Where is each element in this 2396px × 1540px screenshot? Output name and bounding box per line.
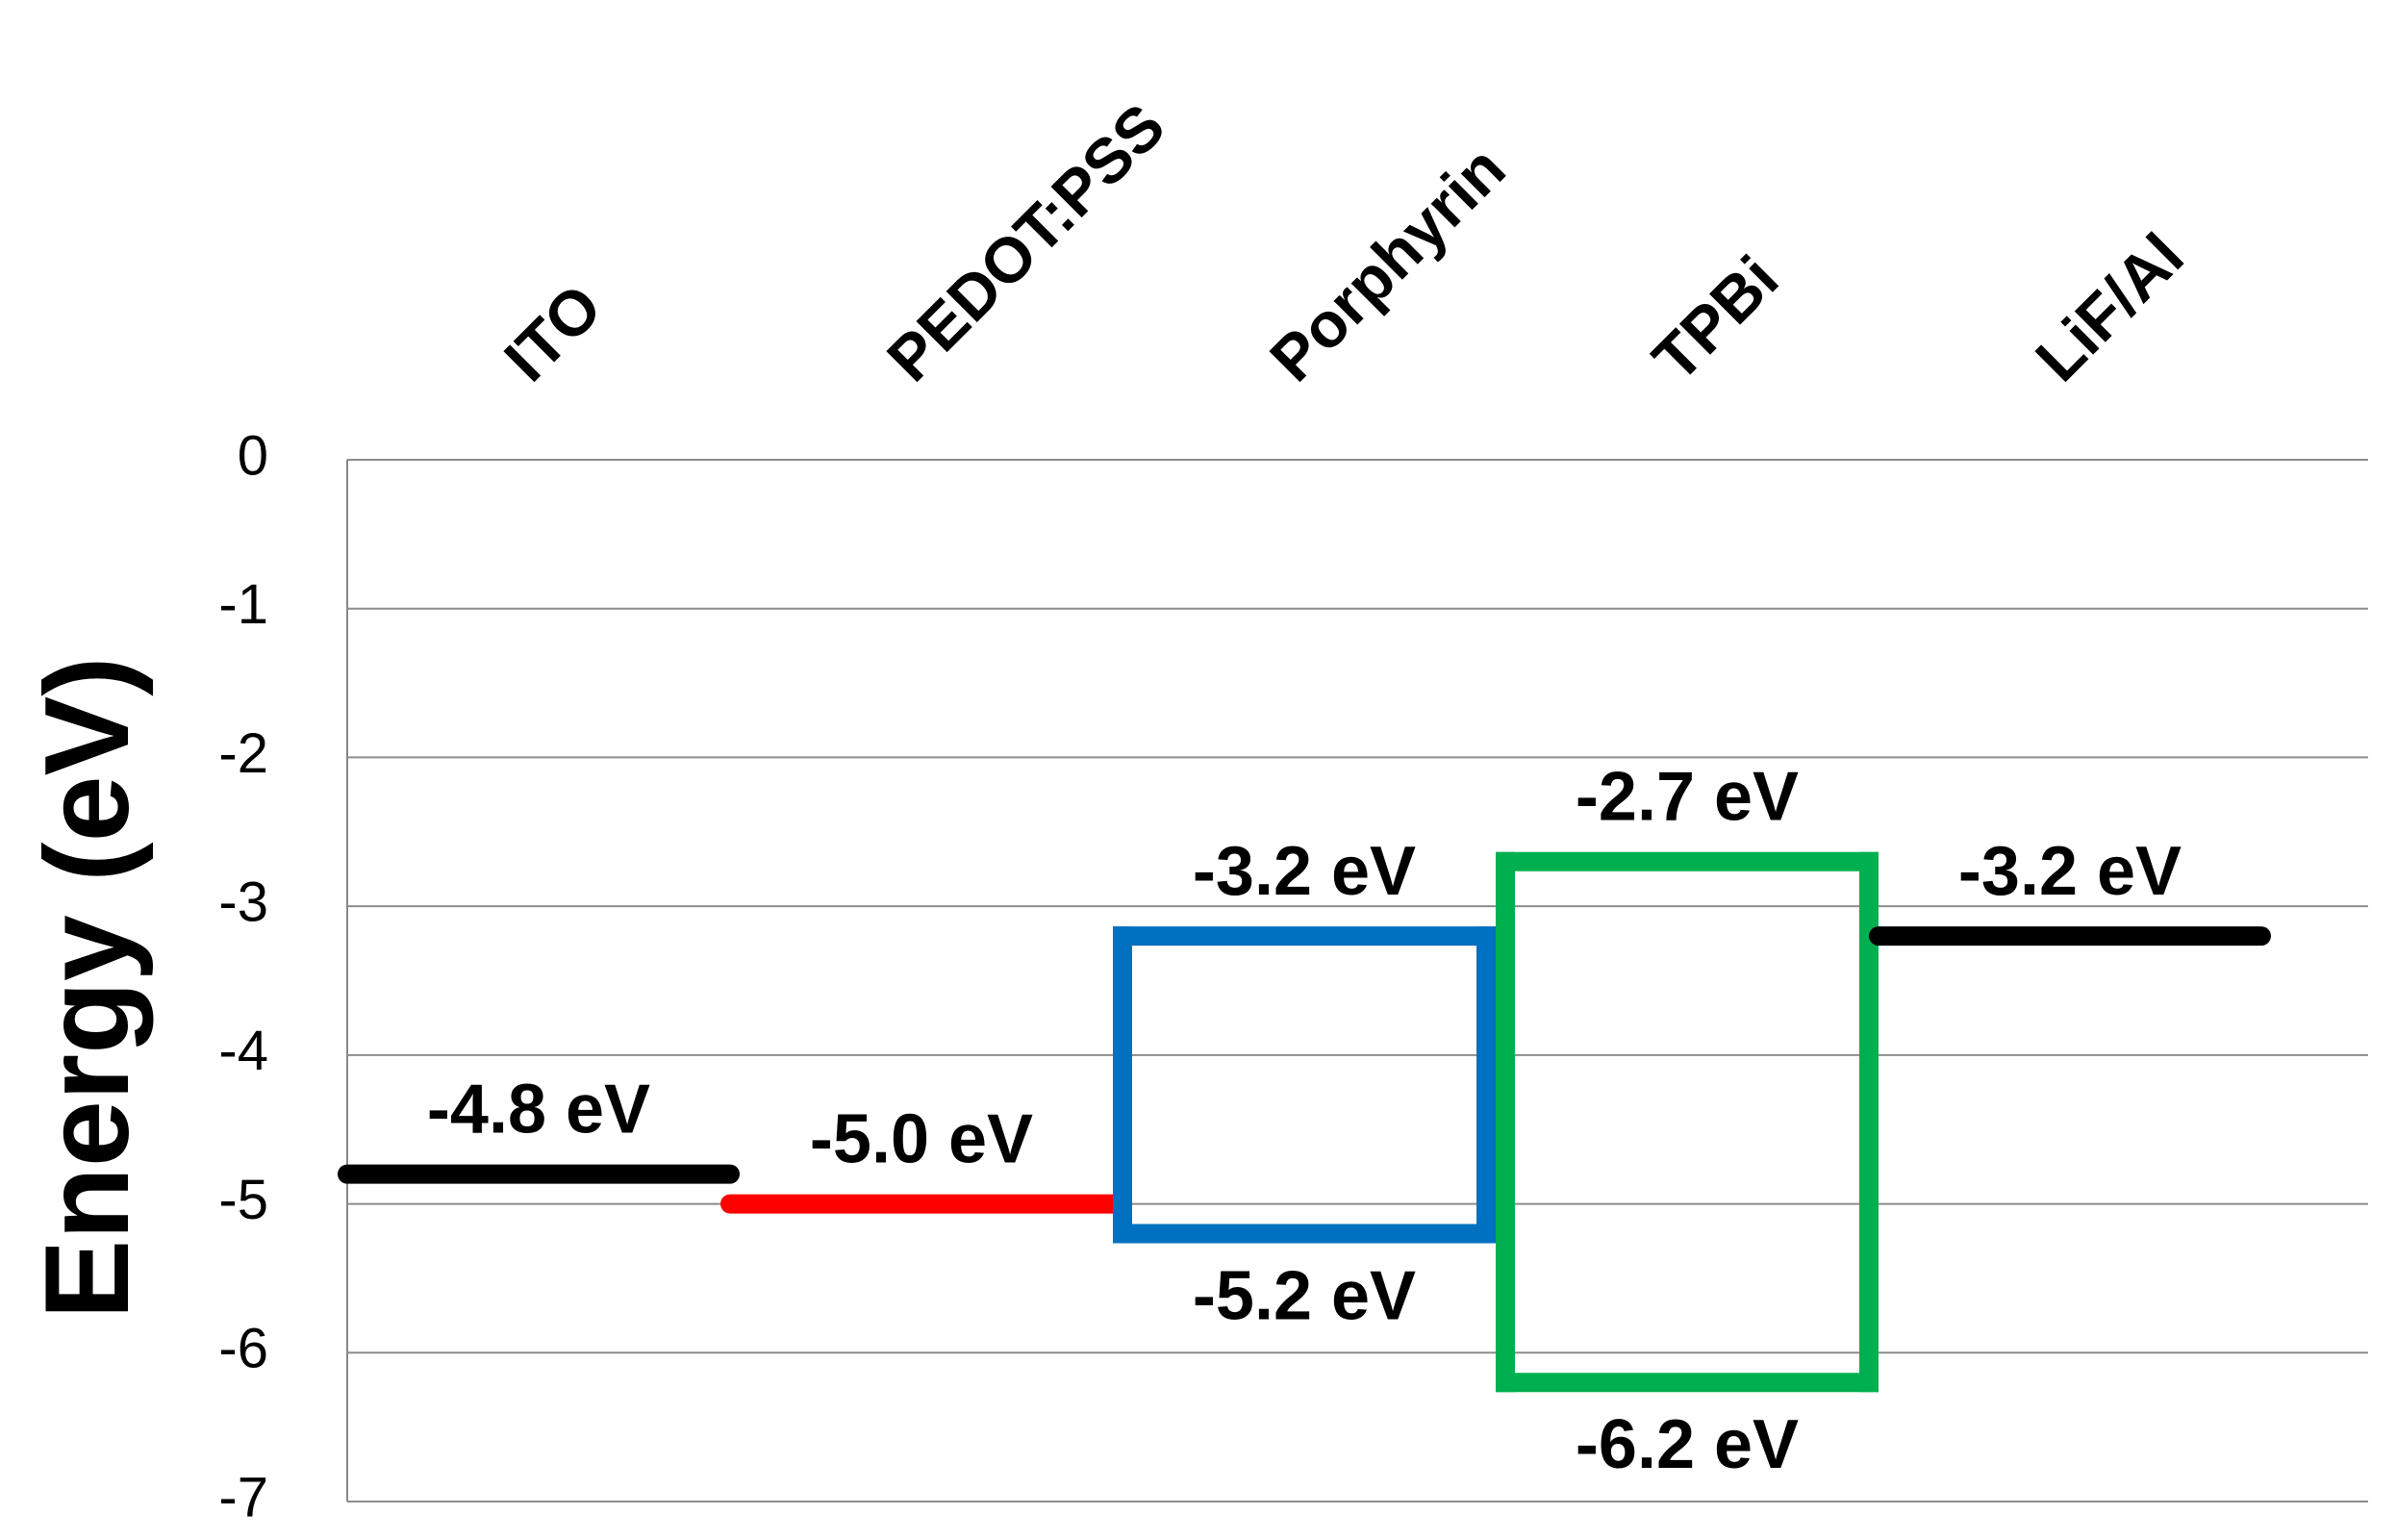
value-label: -3.2 eV [1193,833,1416,910]
category-label: TPBi [1639,242,1792,395]
category-label: PEDOT:PSS [873,89,1178,394]
value-label: -4.8 eV [427,1072,650,1149]
y-tick-label: -6 [218,1318,268,1380]
y-axis-title: Energy (eV) [21,656,154,1319]
value-label: -6.2 eV [1576,1406,1799,1483]
value-label: -2.7 eV [1576,759,1799,836]
y-tick-label: -7 [218,1466,268,1528]
y-tick-label: -1 [218,573,268,636]
value-label: -5.0 eV [810,1101,1033,1178]
y-tick-label: -5 [218,1169,268,1231]
value-label: -5.2 eV [1193,1258,1416,1335]
y-tick-label: -4 [218,1020,268,1082]
value-label: -3.2 eV [1958,833,2182,910]
category-label: ITO [491,270,615,394]
category-label: Porphyrin [1256,132,1519,394]
y-tick-label: -2 [218,722,268,785]
y-tick-label: 0 [238,424,268,487]
category-label: LiF/Al [2022,219,2197,394]
y-tick-label: -3 [218,871,268,933]
